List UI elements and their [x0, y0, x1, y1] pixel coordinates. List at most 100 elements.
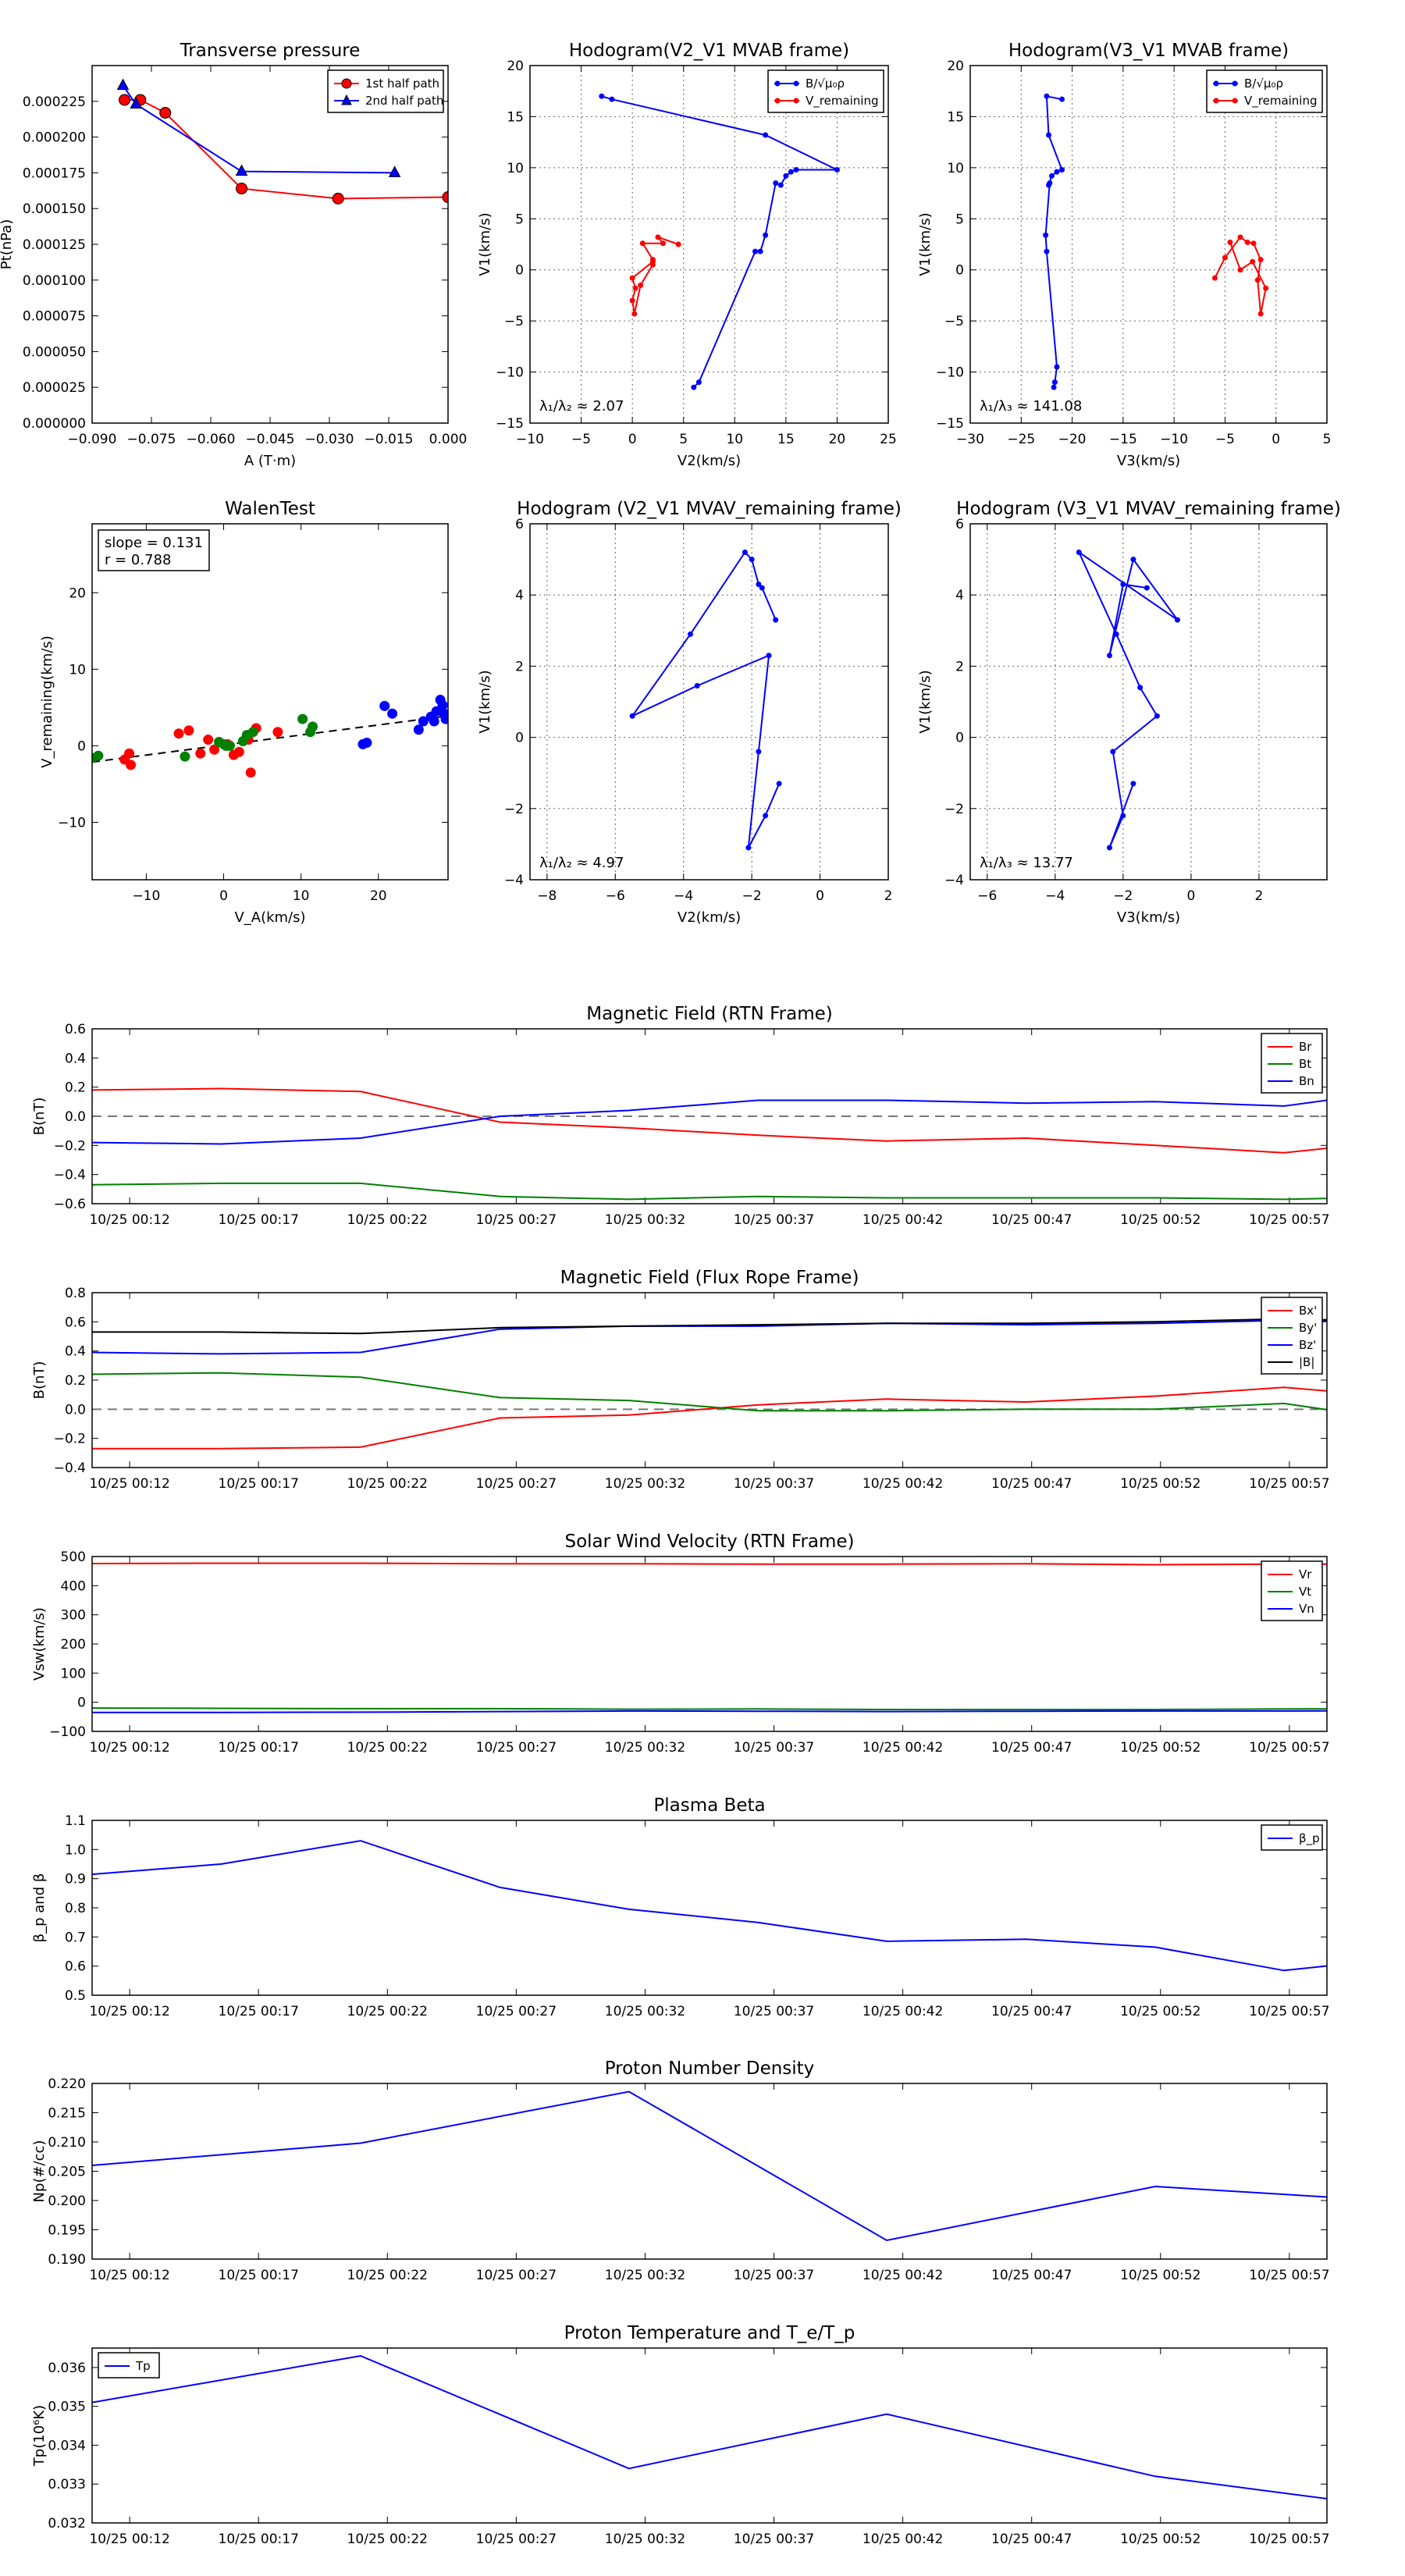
- annotation-text: λ₁/λ₃ ≈ 13.77: [980, 855, 1073, 871]
- data-point: [675, 241, 681, 247]
- chart-7: Magnetic Field (RTN Frame) 10/25 00:12 10/…: [31, 1004, 1330, 1228]
- annotation-text: λ₁/λ₃ ≈ 141.08: [980, 398, 1082, 415]
- y-tick-label: 1.1: [65, 1813, 86, 1829]
- y-tick-label: 0.205: [48, 2165, 86, 2180]
- x-tick-label: 10/25 00:52: [1120, 2268, 1200, 2283]
- data-point: [1054, 169, 1060, 175]
- data-point: [387, 708, 398, 719]
- legend-label: Bn: [1299, 1074, 1314, 1088]
- chart-9: Solar Wind Velocity (RTN Frame) 10/25 00:…: [31, 1532, 1330, 1756]
- x-tick-label: −5: [1215, 432, 1235, 447]
- legend-box: [327, 69, 444, 113]
- y-tick-label: 0.8: [65, 1286, 86, 1301]
- y-tick-label: 0.7: [65, 1930, 86, 1945]
- data-point: [649, 258, 656, 265]
- legend-label: Br: [1299, 1040, 1312, 1054]
- x-tick-label: 10/25 00:27: [476, 1476, 557, 1492]
- data-point: [272, 727, 283, 738]
- data-point: [1051, 384, 1057, 390]
- y-tick-label: 15: [947, 109, 964, 125]
- series-line: [92, 1840, 1327, 1972]
- data-point: [308, 721, 318, 732]
- y-tick-label: 0.000175: [23, 165, 86, 181]
- x-tick-label: 10/25 00:12: [89, 1212, 169, 1228]
- y-axis-label: V1(km/s): [917, 670, 934, 733]
- data-point: [209, 744, 220, 755]
- y-tick-label: 200: [61, 1637, 86, 1653]
- y-tick-label: 5: [955, 212, 964, 227]
- x-axis-label: V2(km/s): [678, 453, 741, 469]
- data-point: [763, 232, 769, 238]
- data-point: [1044, 248, 1050, 254]
- y-axis-label: V1(km/s): [477, 212, 493, 276]
- data-point: [694, 682, 700, 688]
- y-tick-label: 0.6: [65, 1315, 86, 1330]
- x-tick-label: 10/25 00:17: [219, 2004, 299, 2019]
- y-tick-label: −0.2: [54, 1432, 86, 1447]
- plot-frame: [91, 1820, 1328, 1996]
- chart-title: Transverse pressure: [180, 41, 361, 61]
- x-tick-label: −10: [132, 888, 160, 904]
- x-tick-label: 2: [1255, 888, 1264, 904]
- x-tick-label: 10/25 00:12: [89, 2532, 169, 2547]
- y-tick-label: 4: [955, 588, 964, 603]
- x-tick-label: 10/25 00:42: [863, 2268, 943, 2283]
- legend-marker: [1232, 98, 1238, 104]
- data-point: [173, 728, 184, 739]
- data-point: [418, 716, 429, 727]
- x-tick-label: −10: [1160, 432, 1188, 447]
- x-tick-label: −25: [1007, 432, 1035, 447]
- x-tick-label: 10/25 00:32: [605, 1476, 685, 1492]
- x-tick-label: 10/25 00:47: [991, 1740, 1072, 1756]
- data-point: [361, 737, 372, 748]
- x-tick-label: 2: [884, 888, 893, 904]
- data-point: [233, 746, 244, 757]
- data-point: [1054, 364, 1060, 370]
- data-point: [247, 727, 258, 738]
- data-point: [159, 106, 172, 119]
- x-tick-label: 10/25 00:17: [219, 1212, 299, 1228]
- data-point: [1043, 232, 1049, 238]
- y-tick-label: 0: [515, 263, 524, 279]
- legend-marker: [1213, 80, 1219, 87]
- x-axis-label: V3(km/s): [1117, 453, 1180, 469]
- x-tick-label: 10/25 00:57: [1249, 1740, 1329, 1756]
- plot-frame: [969, 65, 1328, 424]
- y-tick-label: −0.2: [54, 1138, 86, 1154]
- data-point: [773, 617, 779, 623]
- y-tick-label: 4: [515, 588, 524, 603]
- data-point: [783, 173, 789, 179]
- y-tick-label: −10: [936, 365, 964, 381]
- data-point: [379, 700, 390, 711]
- y-tick-label: −100: [49, 1724, 86, 1740]
- data-point: [1059, 96, 1065, 102]
- y-tick-label: 0.195: [48, 2223, 86, 2239]
- y-tick-label: 0.2: [65, 1080, 86, 1096]
- legend-marker: [341, 78, 352, 89]
- data-point: [632, 285, 638, 291]
- y-tick-label: −0.4: [54, 1168, 86, 1183]
- y-tick-label: −10: [496, 365, 524, 381]
- y-axis-label: V1(km/s): [917, 212, 934, 276]
- x-tick-label: 10/25 00:22: [347, 2268, 428, 2283]
- data-point: [1244, 239, 1250, 245]
- series-line: [92, 1707, 1327, 1710]
- series-line: [92, 1562, 1327, 1566]
- legend-label: Bz': [1299, 1338, 1316, 1352]
- y-tick-label: −0.6: [54, 1197, 86, 1212]
- data-point: [245, 767, 256, 778]
- y-tick-label: 0.000075: [23, 309, 86, 325]
- x-tick-label: 5: [1323, 432, 1332, 447]
- y-tick-label: 0.035: [48, 2400, 86, 2415]
- y-tick-label: 2: [955, 659, 964, 674]
- annotation-box: [98, 529, 210, 571]
- x-tick-label: 5: [679, 432, 688, 447]
- data-point: [1120, 582, 1126, 588]
- data-point: [1044, 93, 1050, 99]
- y-tick-label: −4: [944, 873, 964, 888]
- x-tick-label: 10/25 00:52: [1120, 1476, 1200, 1492]
- y-tick-label: 0: [77, 1695, 86, 1711]
- data-point: [691, 384, 697, 390]
- data-point: [742, 549, 748, 555]
- data-point: [93, 750, 104, 761]
